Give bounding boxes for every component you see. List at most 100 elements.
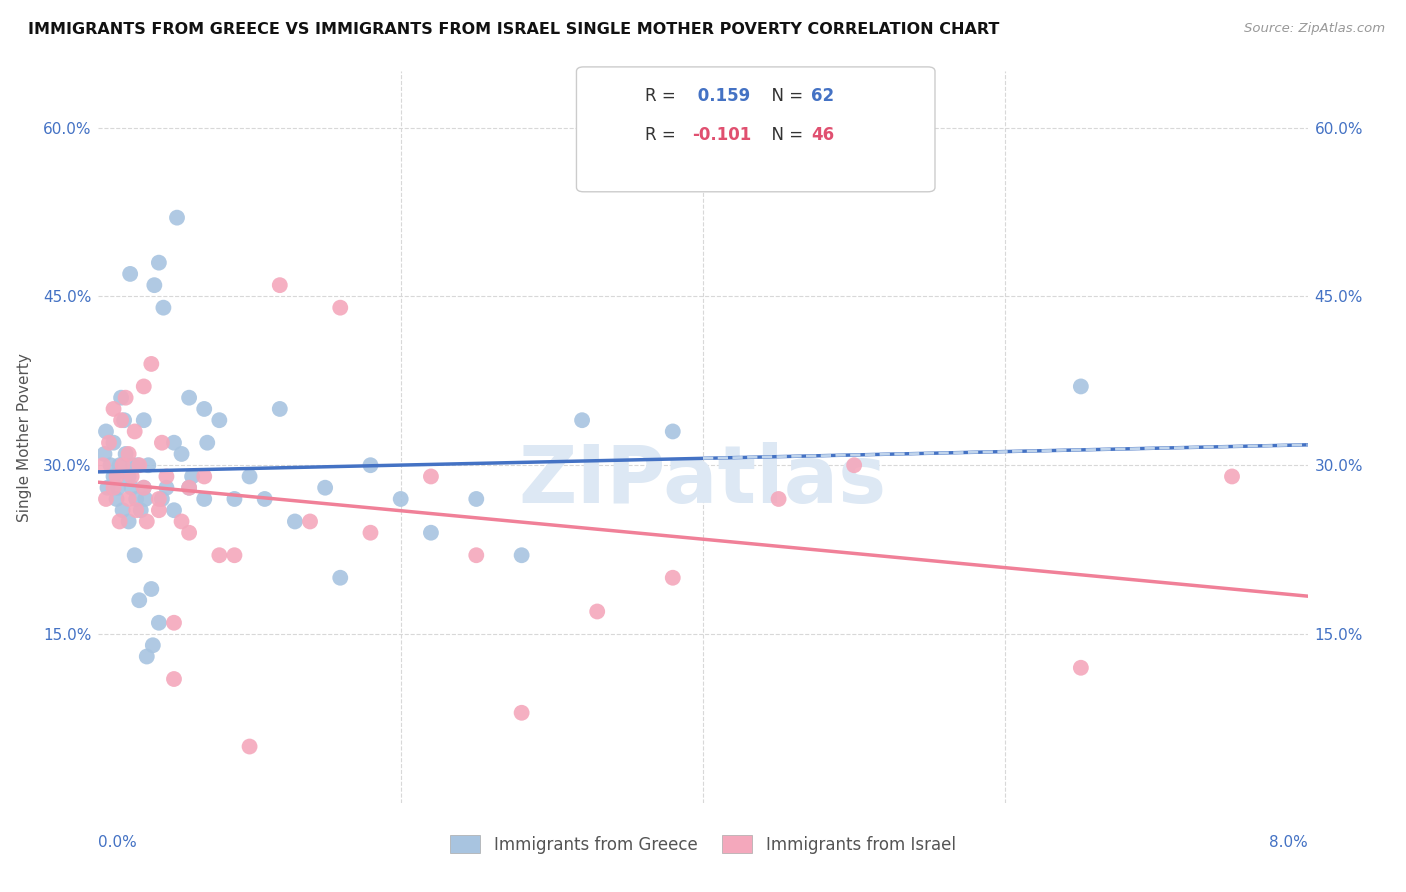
Point [239, 469, 262, 483]
Legend: Immigrants from Greece, Immigrants from Israel: Immigrants from Greece, Immigrants from … [444, 829, 962, 860]
Point [111, 458, 134, 473]
Point [114, 391, 136, 405]
Point [1220, 469, 1243, 483]
Point [163, 672, 186, 686]
Point [193, 491, 215, 506]
Point [110, 391, 132, 405]
Point [120, 267, 142, 281]
Point [661, 425, 683, 439]
Point [141, 582, 163, 596]
Point [100, 458, 122, 473]
Point [91, 458, 114, 473]
Point [114, 447, 136, 461]
Point [148, 615, 170, 630]
Point [107, 481, 129, 495]
Point [103, 401, 125, 416]
Point [132, 481, 155, 495]
Text: IMMIGRANTS FROM GREECE VS IMMIGRANTS FROM ISRAEL SINGLE MOTHER POVERTY CORRELATI: IMMIGRANTS FROM GREECE VS IMMIGRANTS FRO… [28, 22, 1000, 37]
Point [98, 435, 121, 450]
Point [127, 458, 149, 473]
Point [195, 435, 218, 450]
Point [253, 491, 276, 506]
Point [661, 571, 683, 585]
Point [586, 605, 609, 619]
Point [389, 491, 412, 506]
Point [571, 413, 593, 427]
Point [121, 481, 143, 495]
Point [179, 481, 201, 495]
Point [179, 525, 201, 540]
Point [510, 706, 533, 720]
Point [148, 503, 170, 517]
Point [224, 548, 246, 562]
Point [269, 401, 291, 416]
Point [103, 481, 125, 495]
Text: 0.0%: 0.0% [98, 835, 138, 850]
Text: R =: R = [645, 87, 682, 105]
Point [179, 481, 201, 495]
Point [105, 469, 128, 483]
Point [118, 447, 141, 461]
Text: N =: N = [761, 126, 808, 144]
Point [118, 491, 141, 506]
Point [134, 491, 156, 506]
Point [93, 447, 115, 461]
Point [125, 491, 148, 506]
Text: Source: ZipAtlas.com: Source: ZipAtlas.com [1244, 22, 1385, 36]
Point [105, 491, 128, 506]
Point [510, 548, 533, 562]
Point [465, 548, 488, 562]
Point [132, 481, 155, 495]
Point [121, 469, 143, 483]
Point [170, 447, 193, 461]
Point [129, 503, 152, 517]
Point [360, 458, 382, 473]
Point [94, 425, 117, 439]
Point [108, 515, 131, 529]
Point [179, 391, 201, 405]
Point [96, 481, 118, 495]
Point [128, 593, 150, 607]
Point [148, 491, 170, 506]
Point [193, 469, 215, 483]
Point [103, 435, 125, 450]
Point [124, 548, 146, 562]
Text: 0.159: 0.159 [692, 87, 749, 105]
Point [163, 503, 186, 517]
Point [124, 425, 146, 439]
Point [118, 515, 141, 529]
Point [163, 615, 186, 630]
Point [329, 571, 352, 585]
Point [155, 469, 177, 483]
Point [768, 491, 790, 506]
Point [128, 458, 150, 473]
Point [152, 301, 174, 315]
Point [360, 525, 382, 540]
Text: 46: 46 [811, 126, 834, 144]
Point [125, 503, 148, 517]
Point [420, 469, 443, 483]
Point [108, 458, 131, 473]
Point [329, 301, 352, 315]
Text: -0.101: -0.101 [692, 126, 751, 144]
Point [163, 435, 186, 450]
Point [239, 739, 262, 754]
Text: ZIPatlas: ZIPatlas [519, 442, 887, 520]
Point [208, 548, 231, 562]
Point [208, 413, 231, 427]
Point [135, 649, 157, 664]
Point [112, 413, 135, 427]
Point [132, 413, 155, 427]
Point [148, 255, 170, 269]
Point [314, 481, 336, 495]
Point [135, 515, 157, 529]
Point [181, 469, 204, 483]
Point [103, 469, 125, 483]
Point [299, 515, 322, 529]
Point [284, 515, 307, 529]
Text: 8.0%: 8.0% [1268, 835, 1308, 850]
Point [132, 379, 155, 393]
Point [143, 278, 166, 293]
Y-axis label: Single Mother Poverty: Single Mother Poverty [17, 352, 32, 522]
Point [465, 491, 488, 506]
